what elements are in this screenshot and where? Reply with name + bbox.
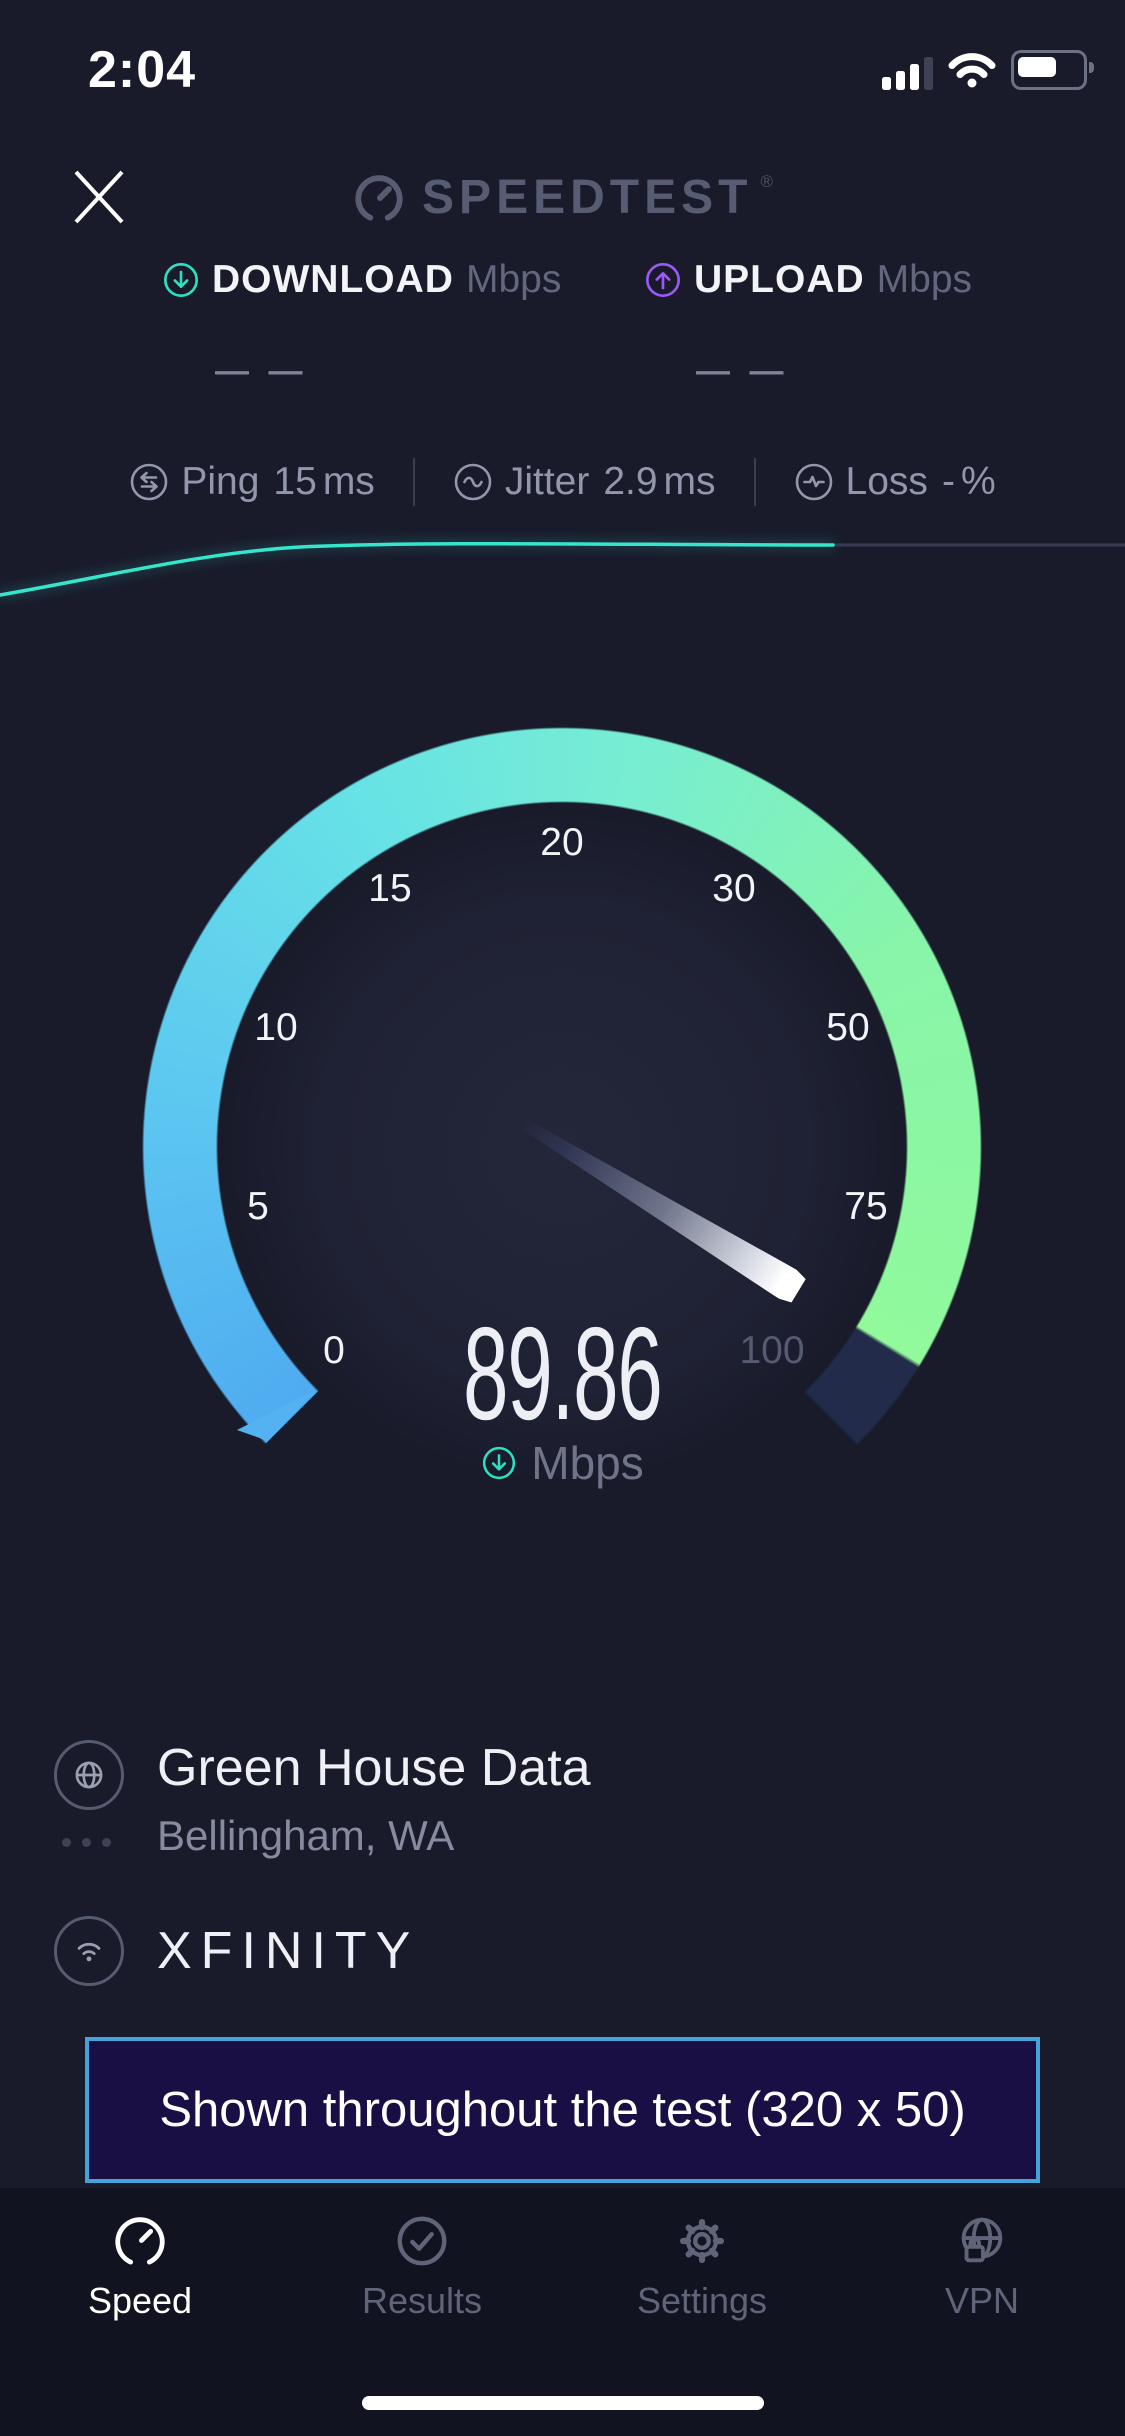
gauge-tick-20: 20 (540, 821, 584, 864)
ping-value: 15 (273, 460, 317, 503)
close-icon[interactable] (70, 168, 128, 226)
status-time: 2:04 (88, 41, 197, 99)
loss-unit: % (960, 460, 996, 503)
jitter-value: 2.9 (603, 460, 658, 503)
ping-label: Ping (181, 460, 260, 503)
divider (753, 458, 756, 506)
divider (412, 458, 415, 506)
gauge-tick-30: 30 (712, 867, 756, 910)
gauge-tick-5: 5 (247, 1185, 269, 1228)
loss-stat: Loss - % (794, 460, 996, 504)
ping-stat: Ping 15 ms (129, 460, 375, 504)
loss-pulse-icon (795, 463, 832, 501)
server-name: Green House Data (157, 1739, 591, 1797)
gauge-tick-75: 75 (844, 1185, 888, 1228)
ad-banner-text: Shown throughout the test (320 x 50) (159, 2083, 966, 2137)
download-unit: Mbps (465, 258, 562, 301)
gauge-tick-15: 15 (368, 867, 412, 910)
gauge-icon (115, 2217, 165, 2265)
up-arrow-circle-icon (645, 262, 681, 298)
ping-arrows-icon (131, 463, 168, 501)
jitter-wave-icon (454, 463, 492, 501)
down-arrow-circle-icon (163, 262, 199, 298)
check-circle-icon (397, 2216, 447, 2266)
tab-label: Results (361, 2280, 483, 2321)
download-metric: DOWNLOAD Mbps (162, 258, 561, 302)
tab-label: Speed (87, 2280, 193, 2321)
tab-bar: Speed Results (0, 2188, 1125, 2436)
tab-speed[interactable]: Speed (40, 2212, 240, 2322)
tab-settings[interactable]: Settings (602, 2212, 802, 2322)
jitter-unit: ms (663, 460, 716, 503)
gauge-icon (355, 174, 403, 221)
loss-value: - (941, 460, 955, 503)
speed-unit-label: Mbps (531, 1437, 644, 1489)
loss-label: Loss (845, 460, 928, 503)
server-row[interactable]: Green House Data Bellingham, WA (54, 1740, 591, 1860)
gauge-tick-0: 0 (323, 1329, 345, 1372)
tab-label: VPN (944, 2280, 1020, 2321)
isp-name: XFINITY (157, 1922, 420, 1980)
upload-value-placeholder: — — (696, 352, 789, 390)
speedtest-logo: SPEEDTEST ® (0, 170, 1125, 225)
upload-label: UPLOAD (694, 258, 865, 301)
isp-row[interactable]: XFINITY (54, 1916, 419, 1986)
throughput-sparkline (0, 541, 1125, 597)
download-label: DOWNLOAD (212, 258, 454, 301)
wifi-icon (54, 1916, 124, 1986)
gauge-tick-50: 50 (826, 1006, 870, 1049)
ad-banner[interactable]: Shown throughout the test (320 x 50) (85, 2037, 1040, 2183)
cellular-signal-icon (882, 56, 933, 90)
status-icons (882, 50, 1094, 90)
registered-mark: ® (760, 172, 773, 191)
tab-vpn[interactable]: VPN (882, 2212, 1082, 2322)
current-speed-value: 89.86 (463, 1300, 663, 1447)
ellipsis-icon[interactable] (62, 1838, 111, 1847)
gauge-tick-100: 100 (739, 1329, 805, 1372)
connection-stats-row: Ping 15 ms Jitter 2.9 ms Loss - % (0, 458, 1125, 506)
ping-unit: ms (322, 460, 375, 503)
globe-icon (54, 1740, 124, 1810)
gear-icon (680, 2219, 724, 2263)
vpn-globe-lock-icon (961, 2217, 1003, 2263)
jitter-label: Jitter (504, 460, 590, 503)
logo-text: SPEEDTEST (422, 171, 753, 224)
wifi-icon (948, 53, 996, 88)
down-arrow-circle-icon (483, 1446, 516, 1480)
jitter-stat: Jitter 2.9 ms (453, 460, 716, 504)
tab-results[interactable]: Results (322, 2212, 522, 2322)
home-indicator[interactable] (362, 2396, 764, 2410)
upload-metric: UPLOAD Mbps (644, 258, 972, 302)
server-location: Bellingham, WA (157, 1812, 455, 1859)
tab-label: Settings (636, 2280, 768, 2321)
gauge-tick-10: 10 (254, 1006, 298, 1049)
current-speed-unit-row: Mbps (0, 1436, 1125, 1490)
battery-icon (1011, 50, 1094, 90)
download-value-placeholder: — — (215, 352, 308, 390)
upload-unit: Mbps (876, 258, 973, 301)
